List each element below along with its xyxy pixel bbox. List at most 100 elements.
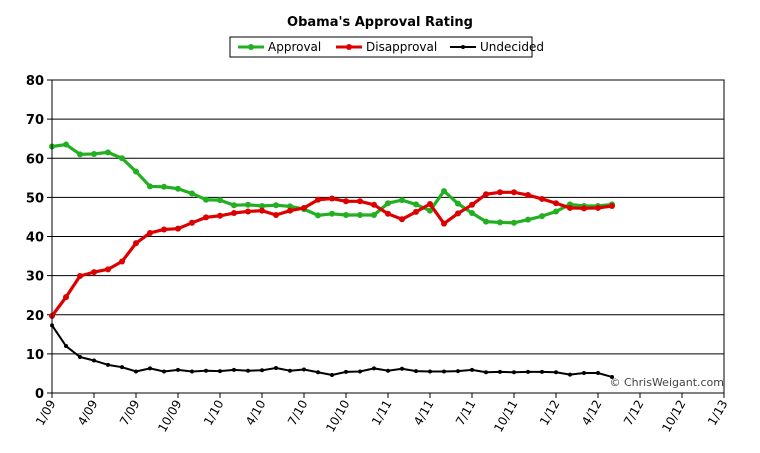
legend-label-approval: Approval	[268, 40, 321, 54]
data-point-undecided	[106, 362, 110, 367]
data-point-undecided	[176, 367, 180, 372]
data-point-approval	[91, 150, 97, 157]
data-point-approval	[497, 219, 503, 226]
y-tick-label: 10	[26, 348, 44, 363]
data-point-undecided	[246, 368, 250, 373]
data-point-disapproval	[469, 201, 475, 208]
data-point-approval	[441, 188, 447, 195]
gridlines	[52, 79, 724, 394]
data-point-undecided	[568, 372, 572, 377]
data-point-undecided	[190, 369, 194, 374]
data-point-disapproval	[259, 207, 265, 214]
data-point-undecided	[316, 370, 320, 375]
data-point-disapproval	[371, 201, 377, 208]
data-point-undecided	[162, 369, 166, 374]
legend-label-undecided: Undecided	[480, 40, 544, 54]
data-point-approval	[511, 219, 517, 226]
data-point-approval	[483, 218, 489, 225]
data-point-approval	[217, 197, 223, 204]
x-axis: 1/09 4/09 7/09 10/09 1/10 4/10 7/10 10/10 1/11 4/…	[33, 393, 731, 434]
data-point-approval	[119, 155, 125, 162]
data-point-disapproval	[133, 240, 139, 247]
y-tick-label: 80	[26, 74, 44, 89]
data-point-disapproval	[441, 220, 447, 227]
data-point-approval	[399, 197, 405, 204]
y-tick-label: 50	[26, 191, 44, 206]
data-point-approval	[553, 208, 559, 215]
data-point-approval	[287, 203, 293, 210]
x-tick-label: 1/13	[705, 398, 731, 428]
data-point-disapproval	[595, 204, 601, 211]
data-point-undecided	[428, 369, 432, 374]
x-tick-label: 7/12	[621, 398, 647, 428]
data-point-undecided	[554, 370, 558, 375]
data-point-disapproval	[315, 196, 321, 203]
data-point-disapproval	[581, 205, 587, 212]
x-tick-label: 4/12	[579, 398, 605, 428]
data-point-approval	[469, 210, 475, 217]
data-point-undecided	[64, 344, 68, 349]
data-point-approval	[539, 213, 545, 220]
x-tick-label: 1/10	[201, 398, 227, 428]
data-point-disapproval	[539, 195, 545, 202]
data-point-approval	[413, 201, 419, 208]
data-point-undecided	[134, 369, 138, 374]
data-point-disapproval	[175, 225, 181, 232]
x-tick-label: 7/09	[117, 398, 143, 428]
data-point-approval	[133, 168, 139, 175]
data-point-disapproval	[329, 195, 335, 202]
data-point-disapproval	[231, 210, 237, 217]
data-point-disapproval	[287, 207, 293, 214]
data-point-disapproval	[217, 212, 223, 219]
data-point-undecided	[512, 370, 516, 375]
plot-border	[51, 79, 725, 394]
data-point-undecided	[596, 371, 600, 376]
y-tick-label: 60	[26, 152, 44, 167]
data-point-disapproval	[203, 214, 209, 221]
chart-title: Obama's Approval Rating	[287, 15, 473, 30]
data-point-disapproval	[483, 191, 489, 198]
data-point-disapproval	[301, 204, 307, 211]
data-point-disapproval	[511, 189, 517, 196]
data-point-undecided	[302, 367, 306, 372]
data-point-undecided	[498, 369, 502, 374]
data-point-disapproval	[119, 258, 125, 265]
data-point-disapproval	[245, 208, 251, 215]
data-point-undecided	[204, 368, 208, 373]
y-tick-label: 0	[35, 387, 44, 402]
y-axis: 0 10 20 30 40 50 60 70 80	[26, 74, 52, 402]
data-point-undecided	[484, 370, 488, 375]
legend-marker-undecided	[461, 45, 465, 49]
data-point-approval	[371, 211, 377, 218]
data-point-approval	[455, 200, 461, 207]
data-point-undecided	[260, 368, 264, 373]
data-point-undecided	[442, 369, 446, 374]
legend-box	[229, 36, 533, 58]
y-tick-label: 40	[26, 231, 44, 246]
data-point-undecided	[526, 369, 530, 374]
data-point-disapproval	[399, 216, 405, 223]
data-point-disapproval	[553, 200, 559, 207]
data-point-approval	[357, 211, 363, 218]
data-point-approval	[203, 196, 209, 203]
data-point-approval	[427, 207, 433, 214]
data-point-disapproval	[567, 204, 573, 211]
x-tick-label: 4/10	[243, 398, 269, 428]
credit-text: © ChrisWeigant.com	[609, 376, 724, 389]
data-point-disapproval	[609, 202, 615, 209]
x-tick-label: 4/11	[411, 398, 437, 428]
legend-marker-disapproval	[346, 44, 352, 50]
x-tick-label: 1/11	[369, 398, 395, 428]
data-point-approval	[161, 183, 167, 190]
x-tick-label: 7/11	[453, 398, 479, 428]
data-point-disapproval	[357, 198, 363, 205]
legend-label-disapproval: Disapproval	[366, 40, 437, 54]
data-point-undecided	[274, 365, 278, 370]
data-point-approval	[245, 201, 251, 208]
data-point-approval	[189, 190, 195, 197]
legend: Approval Disapproval Undecided	[229, 36, 544, 58]
x-tick-label: 10/09	[155, 398, 184, 435]
data-point-disapproval	[91, 269, 97, 276]
data-point-disapproval	[343, 198, 349, 205]
data-point-disapproval	[385, 210, 391, 217]
